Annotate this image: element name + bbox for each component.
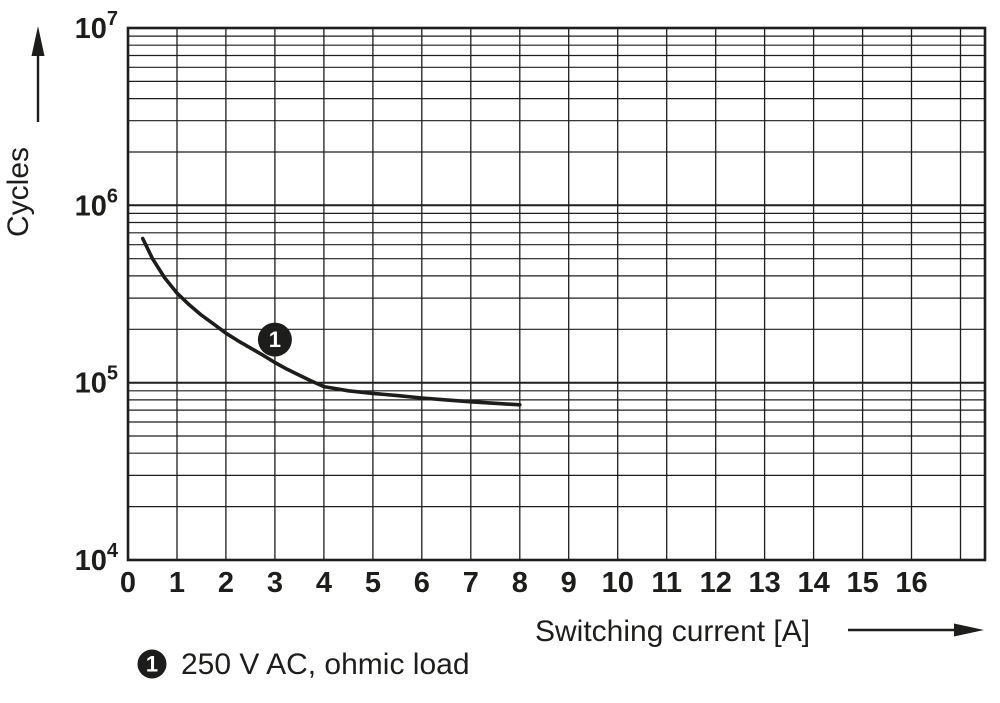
y-tick-label: 107 — [75, 8, 118, 45]
curve-series-1 — [140, 236, 522, 407]
curve-marker — [257, 322, 292, 357]
legend: 1 250 V AC, ohmic load — [137, 648, 470, 681]
legend-marker — [137, 649, 167, 679]
y-tick-label: 106 — [75, 185, 118, 222]
y-axis-label: Cycles — [2, 147, 35, 237]
legend-marker-number: 1 — [146, 652, 158, 677]
legend-label: 250 V AC, ohmic load — [181, 648, 470, 681]
x-tick-label: 4 — [316, 567, 332, 599]
x-tick-label: 11 — [651, 567, 682, 599]
x-tick-label: 3 — [267, 567, 283, 599]
x-tick-label: 9 — [561, 567, 577, 599]
x-tick-label: 10 — [602, 567, 634, 599]
curve-marker-label: 1 — [269, 327, 281, 352]
x-tick-label: 16 — [895, 567, 927, 599]
y-tick-label: 104 — [75, 540, 119, 577]
x-tick-label: 6 — [414, 567, 430, 599]
x-tick-label: 14 — [797, 567, 829, 599]
y-axis-arrow-head — [31, 26, 45, 56]
x-tick-label: 13 — [748, 567, 780, 599]
x-axis-label: Switching current [A] — [535, 615, 810, 648]
x-tick-label: 8 — [512, 567, 528, 599]
y-tick-label: 105 — [75, 363, 118, 400]
x-tick-label: 7 — [463, 567, 479, 599]
x-tick-label: 0 — [120, 567, 136, 599]
x-tick-label: 15 — [846, 567, 878, 599]
y-axis-title-group: Cycles — [2, 26, 45, 237]
x-tick-label: 2 — [218, 567, 234, 599]
plot-frame — [126, 26, 987, 562]
x-tick-label: 5 — [365, 567, 381, 599]
x-tick-label: 1 — [169, 567, 185, 599]
x-axis-title-group: Switching current [A] — [535, 615, 984, 648]
x-axis-arrow-head — [954, 623, 984, 637]
x-tick-label: 12 — [700, 567, 732, 599]
